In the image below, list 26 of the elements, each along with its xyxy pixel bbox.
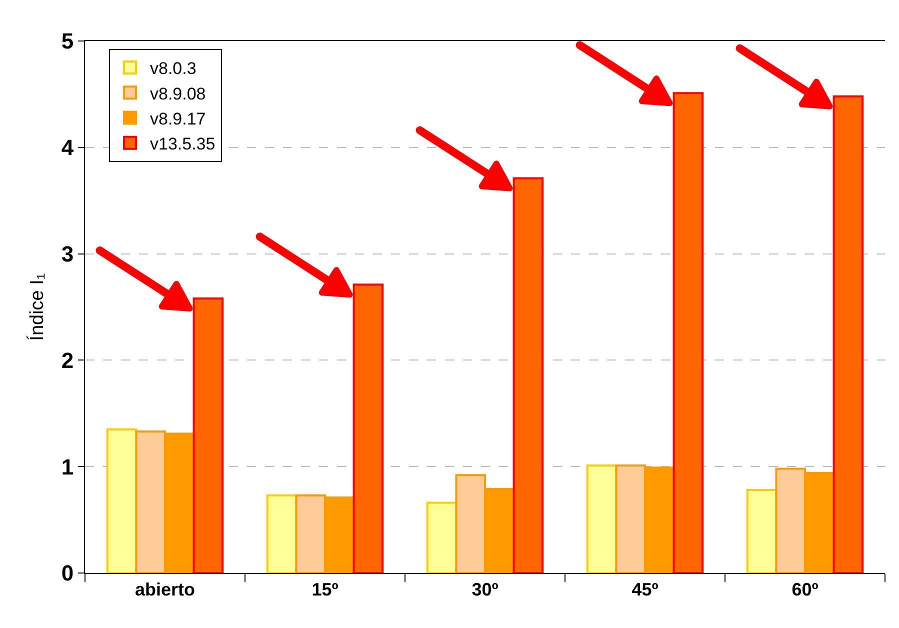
y-tick-label: 3 <box>61 242 74 266</box>
bar <box>352 284 384 573</box>
legend-label: v8.0.3 <box>150 59 196 78</box>
bar <box>586 464 618 573</box>
x-tick-label: abierto <box>134 580 196 600</box>
bar <box>672 92 704 573</box>
bar <box>192 297 224 573</box>
y-tick-label: 4 <box>61 135 74 160</box>
legend-label: v8.9.17 <box>150 109 206 128</box>
bar <box>832 95 864 573</box>
y-tick-label: 0 <box>61 560 74 586</box>
legend-label: v13.5.35 <box>150 134 216 154</box>
x-tick-label: 15º <box>312 580 339 600</box>
y-tick-label: 5 <box>61 28 74 54</box>
x-tick-label: 30º <box>472 580 499 600</box>
bar <box>512 177 544 573</box>
bar <box>426 502 458 573</box>
bar <box>106 428 138 573</box>
x-tick-label: 60º <box>792 580 819 600</box>
x-tick-label: 45º <box>632 580 659 600</box>
bar <box>266 494 298 573</box>
y-tick-label: 2 <box>61 348 74 373</box>
y-axis-title: Índice I₁ <box>26 273 48 341</box>
bar <box>746 489 778 573</box>
legend-label: v8.9.08 <box>150 84 206 104</box>
y-tick-label: 1 <box>61 454 74 480</box>
